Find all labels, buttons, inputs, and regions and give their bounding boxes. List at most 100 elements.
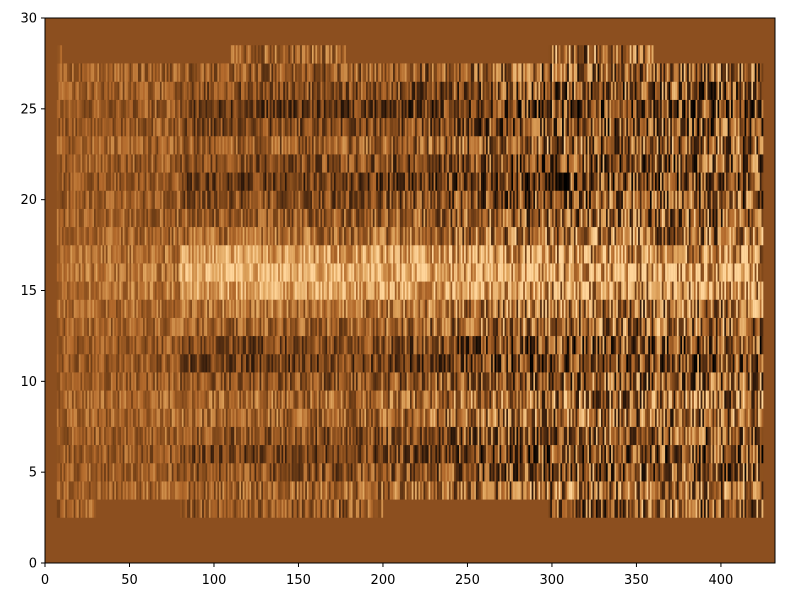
heatmap-cell [744, 335, 747, 355]
heatmap-cell [320, 444, 323, 464]
heatmap-cell [335, 299, 338, 318]
heatmap-cell [281, 317, 284, 337]
heatmap-cell [320, 317, 323, 337]
heatmap-cell [739, 372, 742, 391]
heatmap-cell [88, 408, 91, 427]
heatmap-cell [619, 408, 622, 427]
heatmap-cell [80, 499, 83, 518]
heatmap-cell [252, 444, 255, 464]
heatmap-cell [68, 317, 71, 337]
heatmap-cell [683, 426, 686, 446]
heatmap-cell [631, 463, 634, 482]
heatmap-cell [492, 481, 495, 500]
heatmap-cell [247, 354, 250, 373]
heatmap-cell [607, 354, 610, 373]
heatmap-cell [139, 408, 142, 427]
heatmap-cell [249, 317, 252, 337]
heatmap-cell [382, 317, 385, 337]
heatmap-cell [313, 299, 316, 318]
heatmap-cell [753, 299, 755, 318]
heatmap-cell [60, 463, 63, 482]
heatmap-cell [472, 372, 475, 391]
heatmap-cell [352, 299, 355, 318]
heatmap-cell [462, 299, 465, 318]
heatmap-cell [589, 426, 591, 446]
heatmap-cell [511, 426, 514, 446]
heatmap-cell [634, 499, 637, 518]
heatmap-cell [693, 444, 696, 464]
heatmap-cell [403, 354, 406, 373]
heatmap-cell [599, 317, 602, 337]
heatmap-cell [639, 481, 642, 500]
heatmap-cell [325, 426, 328, 446]
heatmap-cell [181, 390, 184, 409]
heatmap-cell [94, 354, 96, 373]
heatmap-cell [474, 299, 477, 318]
heatmap-cell [347, 317, 350, 337]
heatmap-cell [112, 299, 115, 318]
heatmap-cell [330, 372, 333, 391]
heatmap-cell [655, 372, 657, 391]
heatmap-cell [75, 317, 78, 337]
heatmap-cell [261, 281, 264, 300]
heatmap-cell [136, 444, 139, 464]
heatmap-cell [535, 444, 537, 464]
heatmap-cell [291, 408, 294, 427]
heatmap-cell [685, 444, 688, 464]
heatmap-cell [161, 372, 164, 391]
heatmap-cell [92, 499, 95, 518]
heatmap-cell [448, 444, 451, 464]
heatmap-cell [261, 354, 264, 373]
heatmap-cell [190, 390, 193, 409]
heatmap-cell [656, 444, 659, 464]
heatmap-cell [262, 444, 265, 464]
heatmap-cell [143, 335, 145, 355]
heatmap-cell [313, 481, 316, 500]
heatmap-cell [666, 372, 669, 391]
heatmap-cell [190, 499, 193, 518]
heatmap-cell [404, 444, 407, 464]
heatmap-cell [462, 372, 465, 391]
heatmap-cell [203, 481, 206, 500]
heatmap-cell [357, 444, 360, 464]
heatmap-cell [541, 481, 544, 500]
heatmap-cell [535, 335, 537, 355]
heatmap-cell [92, 372, 95, 391]
heatmap-cell [377, 317, 380, 337]
heatmap-cell [235, 281, 238, 300]
heatmap-cell [746, 408, 749, 427]
heatmap-cell [533, 444, 536, 464]
heatmap-cell [508, 481, 510, 500]
heatmap-cell [78, 372, 81, 391]
heatmap-cell [587, 426, 590, 446]
heatmap-cell [185, 281, 188, 300]
heatmap-cell [151, 408, 154, 427]
heatmap-cell [479, 299, 482, 318]
heatmap-cell [469, 317, 471, 337]
heatmap-cell [161, 444, 164, 464]
heatmap-cell [237, 444, 240, 464]
heatmap-cell [524, 408, 527, 427]
heatmap-cell [90, 481, 93, 500]
heatmap-cell [484, 335, 487, 355]
heatmap-cell [227, 317, 230, 337]
heatmap-cell [318, 444, 321, 464]
heatmap-cell [624, 299, 627, 318]
heatmap-cell [117, 299, 120, 318]
heatmap-cell [110, 317, 113, 337]
heatmap-cell [592, 499, 595, 518]
heatmap-cell [318, 481, 321, 500]
heatmap-cell [715, 317, 718, 337]
heatmap-cell [646, 390, 649, 409]
heatmap-cell [126, 390, 128, 409]
heatmap-cell [707, 372, 710, 391]
heatmap-cell [371, 372, 373, 391]
heatmap-cell [558, 317, 561, 337]
heatmap-cell [627, 463, 630, 482]
heatmap-cell [322, 463, 324, 482]
heatmap-cell [511, 372, 514, 391]
heatmap-cell [284, 372, 287, 391]
heatmap-cell [352, 372, 355, 391]
heatmap-cell [506, 354, 509, 373]
heatmap-cell [408, 317, 411, 337]
